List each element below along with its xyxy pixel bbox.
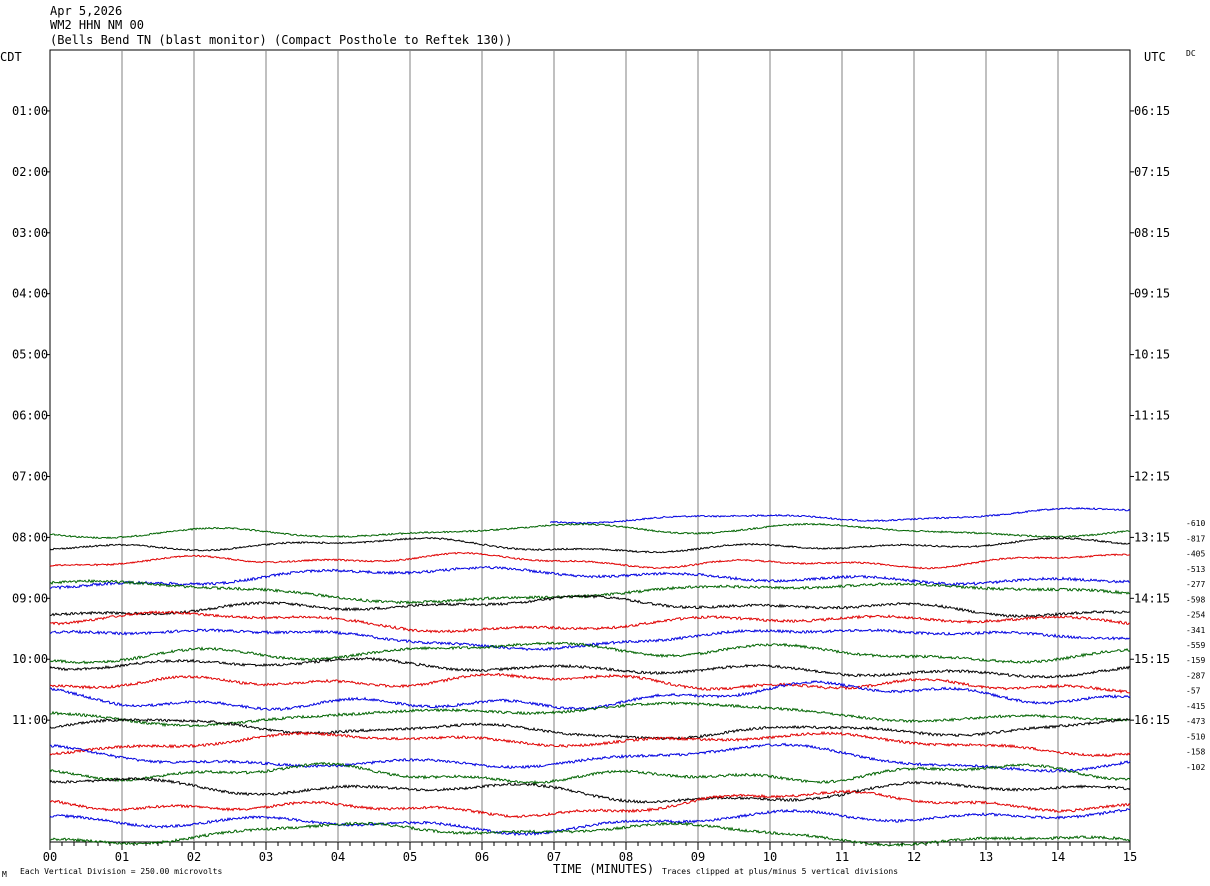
- right-hour-label: 15:15: [1134, 652, 1170, 666]
- x-tick-label: 03: [259, 850, 273, 864]
- trace-offset-label: -610: [1186, 519, 1205, 528]
- x-tick-label: 01: [115, 850, 129, 864]
- trace-offset-label: -598: [1186, 595, 1205, 604]
- left-hour-label: 02:00: [12, 165, 48, 179]
- left-hour-label: 11:00: [12, 713, 48, 727]
- trace-offset-label: -405: [1186, 550, 1205, 559]
- trace-offset-label: -817: [1186, 534, 1205, 543]
- left-hour-label: 10:00: [12, 652, 48, 666]
- right-hour-label: 16:15: [1134, 713, 1170, 727]
- left-timezone-label: CDT: [0, 50, 22, 64]
- right-hour-label: 14:15: [1134, 591, 1170, 605]
- right-hour-label: 13:15: [1134, 530, 1170, 544]
- x-tick-label: 04: [331, 850, 345, 864]
- x-tick-label: 02: [187, 850, 201, 864]
- trace-green: [49, 522, 1131, 540]
- left-hour-label: 04:00: [12, 287, 48, 301]
- trace-blue: [549, 507, 1131, 525]
- trace-red: [49, 551, 1131, 570]
- trace-blue: [49, 742, 1131, 773]
- trace-green: [49, 761, 1131, 785]
- right-hour-label: 08:15: [1134, 226, 1170, 240]
- plot-frame: [49, 49, 1131, 843]
- trace-offset-label: -513: [1186, 565, 1205, 574]
- x-tick-label: 15: [1123, 850, 1137, 864]
- trace-offset-label: -473: [1186, 717, 1205, 726]
- trace-black: [49, 536, 1131, 554]
- left-hour-label: 01:00: [12, 104, 48, 118]
- trace-black: [49, 717, 1131, 741]
- x-tick-label: 14: [1051, 850, 1065, 864]
- trace-offset-label: -415: [1186, 702, 1205, 711]
- right-timezone-label: UTC: [1144, 50, 1166, 64]
- left-hour-label: 09:00: [12, 591, 48, 605]
- right-hour-label: 12:15: [1134, 469, 1170, 483]
- trace-offset-label: -57: [1186, 687, 1201, 696]
- trace-blue: [49, 565, 1131, 590]
- left-hour-label: 03:00: [12, 226, 48, 240]
- trace-black: [49, 594, 1131, 618]
- trace-offset-label: -510: [1186, 732, 1205, 741]
- trace-offset-label: -158: [1186, 748, 1205, 757]
- channel-code: WM2 HHN NM 00: [50, 18, 144, 32]
- trace-offset-label: -287: [1186, 671, 1205, 680]
- right-hour-label: 09:15: [1134, 287, 1170, 301]
- trace-green: [49, 821, 1131, 848]
- left-hour-label: 06:00: [12, 409, 48, 423]
- trace-offset-label: -559: [1186, 641, 1205, 650]
- trace-red: [49, 730, 1131, 758]
- clip-note: Traces clipped at plus/minus 5 vertical …: [662, 867, 899, 876]
- trace-red: [49, 789, 1131, 819]
- trace-red: [49, 672, 1131, 694]
- right-hour-label: 10:15: [1134, 348, 1170, 362]
- x-tick-label: 05: [403, 850, 417, 864]
- trace-green: [49, 641, 1131, 665]
- trace-blue: [49, 680, 1131, 711]
- x-axis-label: TIME (MINUTES): [553, 862, 655, 876]
- trace-black: [49, 776, 1131, 804]
- trace-green: [49, 701, 1131, 728]
- trace-black: [49, 656, 1131, 679]
- trace-offset-label: -102: [1186, 763, 1205, 772]
- trace-blue: [49, 808, 1131, 837]
- trace-offset-label: -159: [1186, 656, 1205, 665]
- x-tick-label: 08: [619, 850, 633, 864]
- x-tick-label: 09: [691, 850, 705, 864]
- left-hour-label: 07:00: [12, 469, 48, 483]
- left-hour-label: 08:00: [12, 530, 48, 544]
- corner-mark: M: [2, 870, 7, 879]
- left-hour-label: 05:00: [12, 348, 48, 362]
- right-hour-label: 07:15: [1134, 165, 1170, 179]
- x-tick-label: 11: [835, 850, 849, 864]
- x-tick-label: 12: [907, 850, 921, 864]
- plot-date: Apr 5,2026: [50, 4, 123, 18]
- x-tick-label: 07: [547, 850, 561, 864]
- dc-label: DC: [1186, 49, 1196, 58]
- x-tick-label: 13: [979, 850, 993, 864]
- trace-offset-label: -254: [1186, 611, 1205, 620]
- x-tick-label: 10: [763, 850, 777, 864]
- right-hour-label: 06:15: [1134, 104, 1170, 118]
- x-tick-label: 00: [43, 850, 57, 864]
- trace-red: [49, 610, 1131, 634]
- trace-blue: [49, 628, 1131, 652]
- trace-offset-label: -341: [1186, 626, 1205, 635]
- station-description: (Bells Bend TN (blast monitor) (Compact …: [50, 33, 513, 47]
- trace-offset-label: -277: [1186, 580, 1205, 589]
- x-tick-label: 06: [475, 850, 489, 864]
- vertical-scale-note: Each Vertical Division = 250.00 microvol…: [20, 867, 223, 876]
- right-hour-label: 11:15: [1134, 409, 1170, 423]
